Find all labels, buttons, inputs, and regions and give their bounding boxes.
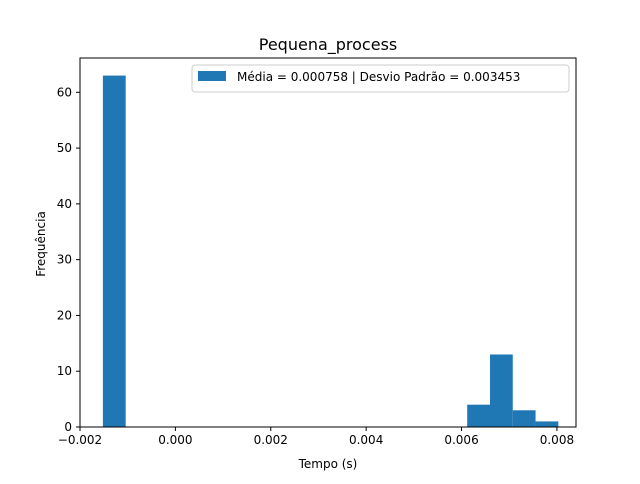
y-axis-label: Frequência: [34, 211, 48, 277]
y-tick-label-4: 40: [57, 197, 72, 211]
y-tick-label-5: 50: [57, 141, 72, 155]
legend-label: Média = 0.000758 | Desvio Padrão = 0.003…: [237, 70, 520, 84]
x-tick-label-3: 0.004: [349, 433, 383, 447]
legend-swatch: [198, 71, 226, 81]
y-tick-label-6: 60: [57, 85, 72, 99]
legend: Média = 0.000758 | Desvio Padrão = 0.003…: [191, 64, 570, 93]
x-tick-label-5: 0.008: [540, 433, 574, 447]
y-tick-label-3: 30: [57, 253, 72, 267]
legend-frame: [191, 64, 570, 93]
y-tick-label-1: 10: [57, 364, 72, 378]
histogram-bar-4: [512, 410, 536, 427]
bars-group: [102, 75, 559, 427]
x-tick-label-2: 0.002: [254, 433, 288, 447]
chart-title: Pequena_process: [259, 35, 398, 55]
x-tick-label-4: 0.006: [444, 433, 478, 447]
x-tick-label-0: −0.002: [58, 433, 102, 447]
y-tick-label-0: 0: [64, 420, 72, 434]
plot-frame: [79, 57, 577, 428]
histogram-bar-5: [535, 421, 559, 427]
x-axis-label: Tempo (s): [298, 457, 358, 471]
y-tick-label-2: 20: [57, 308, 72, 322]
histogram-bar-3: [490, 354, 513, 427]
histogram-bar-1: [102, 75, 126, 427]
histogram-bar-2: [467, 404, 491, 427]
axes-group: −0.002 0.000 0.002 0.004 0.006 0.008 0 10 20 30 40…: [57, 57, 577, 447]
x-tick-label-1: 0.000: [158, 433, 192, 447]
